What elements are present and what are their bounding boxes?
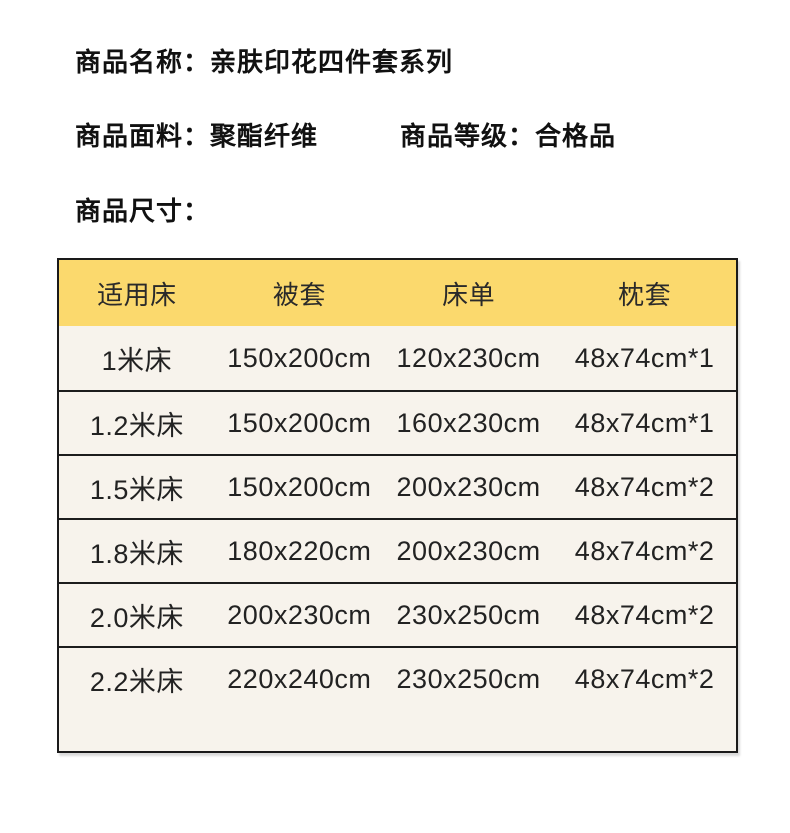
cell-pillowcase-size: 48x74cm*1 — [574, 342, 715, 373]
cell-bed-size: 2.0米床 — [89, 602, 184, 633]
cell-bed-sheet-size: 200x230cm — [396, 471, 541, 502]
column-header-bed-sheet: 床单 — [442, 279, 496, 310]
cell-bed-size: 1.8米床 — [89, 538, 184, 569]
column-header-applicable-bed: 适用床 — [97, 279, 177, 310]
table-bottom-spacer — [59, 710, 736, 751]
cell-bed-sheet-size: 230x250cm — [396, 599, 541, 630]
product-grade-value: 合格品 — [535, 121, 617, 151]
product-fabric-line: 商品面料：聚酯纤维 — [75, 116, 318, 153]
cell-quilt-cover-size: 150x200cm — [227, 342, 372, 373]
cell-bed-sheet-size: 230x250cm — [396, 663, 541, 694]
cell-bed-sheet-size: 160x230cm — [396, 407, 541, 438]
cell-quilt-cover-size: 200x230cm — [227, 599, 372, 630]
cell-pillowcase-size: 48x74cm*2 — [574, 471, 715, 502]
column-header-pillowcase: 枕套 — [618, 279, 672, 310]
cell-bed-sheet-size: 120x230cm — [396, 342, 541, 373]
cell-bed-size: 1米床 — [101, 345, 173, 376]
size-section-title: 商品尺寸： — [75, 196, 211, 226]
cell-quilt-cover-size: 180x220cm — [227, 535, 372, 566]
product-name-value: 亲肤印花四件套系列 — [210, 47, 454, 77]
cell-bed-size: 1.2米床 — [89, 410, 184, 441]
table-row: 1米床 150x200cm 120x230cm 48x74cm*1 — [59, 326, 736, 390]
product-name-label: 商品名称： — [75, 47, 211, 77]
cell-quilt-cover-size: 150x200cm — [227, 471, 372, 502]
table-header-row: 适用床 被套 床单 枕套 — [59, 260, 736, 326]
cell-bed-size: 1.5米床 — [89, 474, 184, 505]
cell-pillowcase-size: 48x74cm*1 — [574, 407, 715, 438]
cell-quilt-cover-size: 150x200cm — [227, 407, 372, 438]
cell-bed-size: 2.2米床 — [89, 666, 184, 697]
product-grade-line: 商品等级：合格品 — [400, 116, 616, 153]
table-row: 2.0米床 200x230cm 230x250cm 48x74cm*2 — [59, 582, 736, 646]
cell-pillowcase-size: 48x74cm*2 — [574, 535, 715, 566]
table-row: 2.2米床 220x240cm 230x250cm 48x74cm*2 — [59, 646, 736, 710]
column-header-quilt-cover: 被套 — [272, 279, 326, 310]
product-fabric-value: 聚酯纤维 — [210, 121, 319, 151]
table-row: 1.8米床 180x220cm 200x230cm 48x74cm*2 — [59, 518, 736, 582]
cell-bed-sheet-size: 200x230cm — [396, 535, 541, 566]
size-table: 适用床 被套 床单 枕套 1米床 150x200cm 120x230cm 48x… — [57, 258, 738, 753]
product-fabric-label: 商品面料： — [75, 121, 211, 151]
table-row: 1.5米床 150x200cm 200x230cm 48x74cm*2 — [59, 454, 736, 518]
product-name-line: 商品名称：亲肤印花四件套系列 — [75, 42, 453, 79]
cell-quilt-cover-size: 220x240cm — [227, 663, 372, 694]
cell-pillowcase-size: 48x74cm*2 — [574, 663, 715, 694]
cell-pillowcase-size: 48x74cm*2 — [574, 599, 715, 630]
table-row: 1.2米床 150x200cm 160x230cm 48x74cm*1 — [59, 390, 736, 454]
product-grade-label: 商品等级： — [400, 121, 536, 151]
